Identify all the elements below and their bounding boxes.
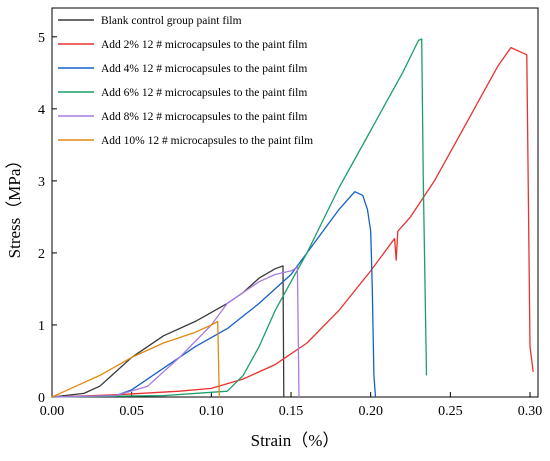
series-line-3 — [51, 191, 377, 398]
x-tick-label: 0.30 — [518, 404, 543, 419]
y-axis-title: Stress（MPa） — [5, 152, 24, 259]
series-line-5 — [51, 266, 300, 398]
y-tick-label: 2 — [38, 247, 45, 262]
legend-label-5: Add 8% 12 # microcapsules to the paint f… — [101, 111, 307, 123]
x-axis-ticks: 0.00 0.05 0.10 0.15 0.20 0.25 0.30 — [40, 392, 543, 419]
y-tick-label: 4 — [38, 103, 45, 118]
y-tick-label: 0 — [38, 391, 45, 406]
series-layer — [51, 38, 534, 398]
plot-frame — [51, 7, 539, 398]
legend-label-1: Blank control group paint film — [101, 15, 242, 27]
legend-label-3: Add 4% 12 # microcapsules to the paint f… — [101, 63, 307, 75]
y-tick-label: 3 — [38, 175, 45, 190]
x-tick-label: 0.20 — [358, 404, 383, 419]
x-axis-title: Strain（%） — [251, 431, 340, 450]
x-tick-label: 0.25 — [438, 404, 463, 419]
legend-label-4: Add 6% 12 # microcapsules to the paint f… — [101, 87, 307, 99]
series-line-1 — [51, 265, 285, 398]
x-tick-label: 0.15 — [279, 404, 304, 419]
legend-label-6: Add 10% 12 # microcapsules to the paint … — [101, 135, 313, 147]
x-tick-label: 0.05 — [119, 404, 144, 419]
x-tick-label: 0.10 — [199, 404, 224, 419]
x-tick-label: 0.00 — [40, 404, 65, 419]
legend-label-2: Add 2% 12 # microcapsules to the paint f… — [101, 39, 307, 51]
y-tick-label: 5 — [38, 31, 45, 46]
series-line-6 — [51, 320, 220, 398]
legend: Blank control group paint film Add 2% 12 … — [58, 15, 313, 147]
y-axis-ticks: 0 1 2 3 4 5 — [38, 31, 57, 406]
series-line-4 — [51, 38, 428, 398]
y-tick-label: 1 — [38, 319, 45, 334]
series-line-2 — [51, 46, 534, 398]
